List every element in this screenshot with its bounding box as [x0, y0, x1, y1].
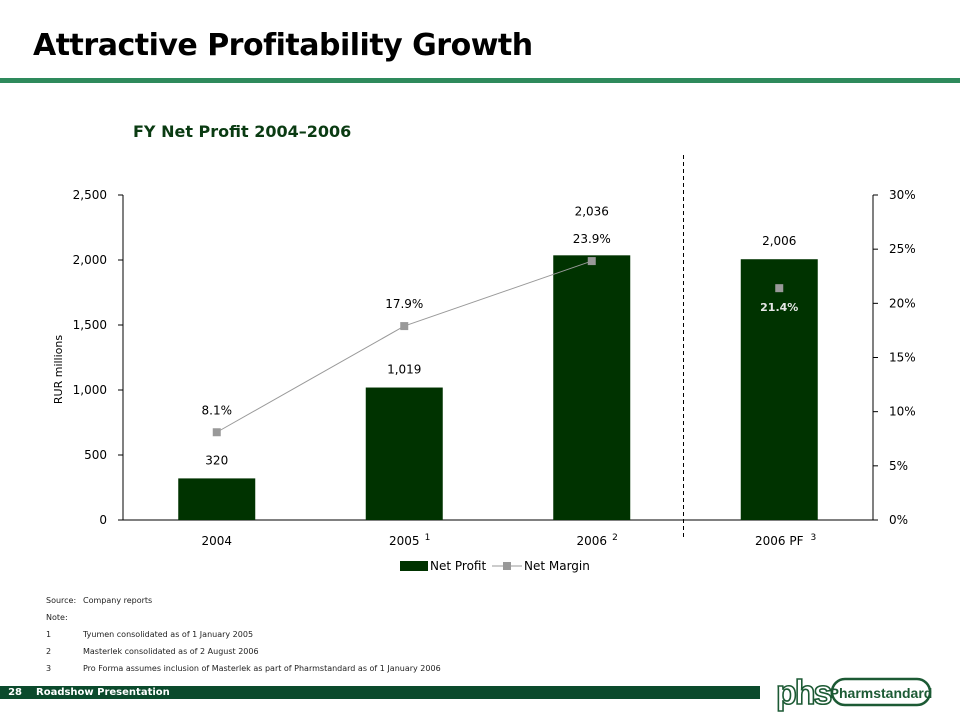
y-tick-label: 1,000 — [73, 383, 107, 397]
page-title: Attractive Profitability Growth — [33, 28, 533, 63]
x-tick-footnote: 1 — [425, 533, 431, 543]
bar-value-label: 1,019 — [387, 363, 421, 377]
net-profit-chart: 0 500 1,000 1,500 2,000 2,500 0% 5% 10% 15% 20% 25%… — [52, 155, 916, 573]
legend-swatch-net-profit — [400, 561, 428, 571]
net-margin-label: 21.4% — [760, 301, 798, 314]
legend-label-net-margin: Net Margin — [524, 559, 590, 573]
svg-text:phs: phs — [776, 674, 832, 712]
y-tick-label: 2,000 — [73, 253, 107, 267]
net-margin-label: 8.1% — [202, 403, 233, 417]
net-margin-marker-2 — [587, 257, 596, 266]
y-tick-label: 500 — [84, 448, 107, 462]
page-number: 28 — [8, 687, 22, 698]
footnote-label: 3 — [46, 664, 52, 673]
bar-value-label: 320 — [205, 453, 228, 467]
footnote-text: Pro Forma assumes inclusion of Masterlek… — [83, 664, 441, 673]
footnote-row: 3 Pro Forma assumes inclusion of Masterl… — [46, 664, 441, 681]
chart-title: FY Net Profit 2004–2006 — [133, 122, 352, 141]
y-tick-label: 0 — [99, 513, 107, 527]
footer-bar: 28 Roadshow Presentation — [0, 686, 760, 699]
note-row: Note: — [46, 613, 441, 630]
net-margin-label: 17.9% — [385, 297, 423, 311]
source-row: Source: Company reports — [46, 596, 441, 613]
bar-net-profit-2 — [553, 255, 631, 520]
x-tick-footnote: 2 — [612, 533, 618, 543]
x-tick-label: 2004 — [201, 534, 232, 548]
x-tick-footnote: 3 — [810, 533, 816, 543]
bar-net-profit-1 — [365, 387, 443, 520]
logo-wordmark: Pharmstandard — [830, 685, 932, 701]
title-divider — [0, 78, 960, 83]
footnote-label: 2 — [46, 647, 52, 656]
footnote-row: 2 Masterlek consolidated as of 2 August … — [46, 647, 441, 664]
source-notes: Source: Company reports Note: 1 Tyumen c… — [46, 596, 441, 681]
footnote-label: 1 — [46, 630, 52, 639]
note-label: Note: — [46, 613, 68, 622]
y2-tick-label: 10% — [889, 405, 916, 419]
net-margin-label: 23.9% — [573, 232, 611, 246]
source-text: Company reports — [83, 596, 153, 605]
legend-marker-net-margin — [503, 562, 511, 570]
bar-net-profit-0 — [178, 478, 256, 520]
y2-tick-label: 30% — [889, 188, 916, 202]
y2-tick-label: 15% — [889, 351, 916, 365]
pharmstandard-logo: phs Pharmstandard — [775, 673, 932, 712]
y2-tick-label: 20% — [889, 296, 916, 310]
net-margin-marker-3 — [775, 284, 784, 293]
footnote-text: Masterlek consolidated as of 2 August 20… — [83, 647, 259, 656]
footnote-text: Tyumen consolidated as of 1 January 2005 — [83, 630, 254, 639]
net-margin-marker-0 — [212, 428, 221, 437]
y2-tick-label: 25% — [889, 242, 916, 256]
y2-tick-label: 5% — [889, 459, 908, 473]
x-tick-label: 2005 — [389, 534, 420, 548]
net-margin-marker-1 — [400, 322, 409, 331]
bar-value-label: 2,006 — [762, 234, 796, 248]
y-tick-label: 1,500 — [73, 318, 107, 332]
presentation-name: Roadshow Presentation — [36, 687, 170, 698]
legend-label-net-profit: Net Profit — [430, 559, 486, 573]
y2-tick-label: 0% — [889, 513, 908, 527]
bar-net-profit-3 — [740, 259, 818, 520]
x-tick-label: 2006 PF — [755, 534, 804, 548]
bar-value-label: 2,036 — [575, 204, 609, 218]
footnote-row: 1 Tyumen consolidated as of 1 January 20… — [46, 630, 441, 647]
source-label: Source: — [46, 596, 77, 605]
y-axis-label: RUR millions — [52, 335, 65, 404]
x-tick-label: 2006 — [576, 534, 607, 548]
y-tick-label: 2,500 — [73, 188, 107, 202]
